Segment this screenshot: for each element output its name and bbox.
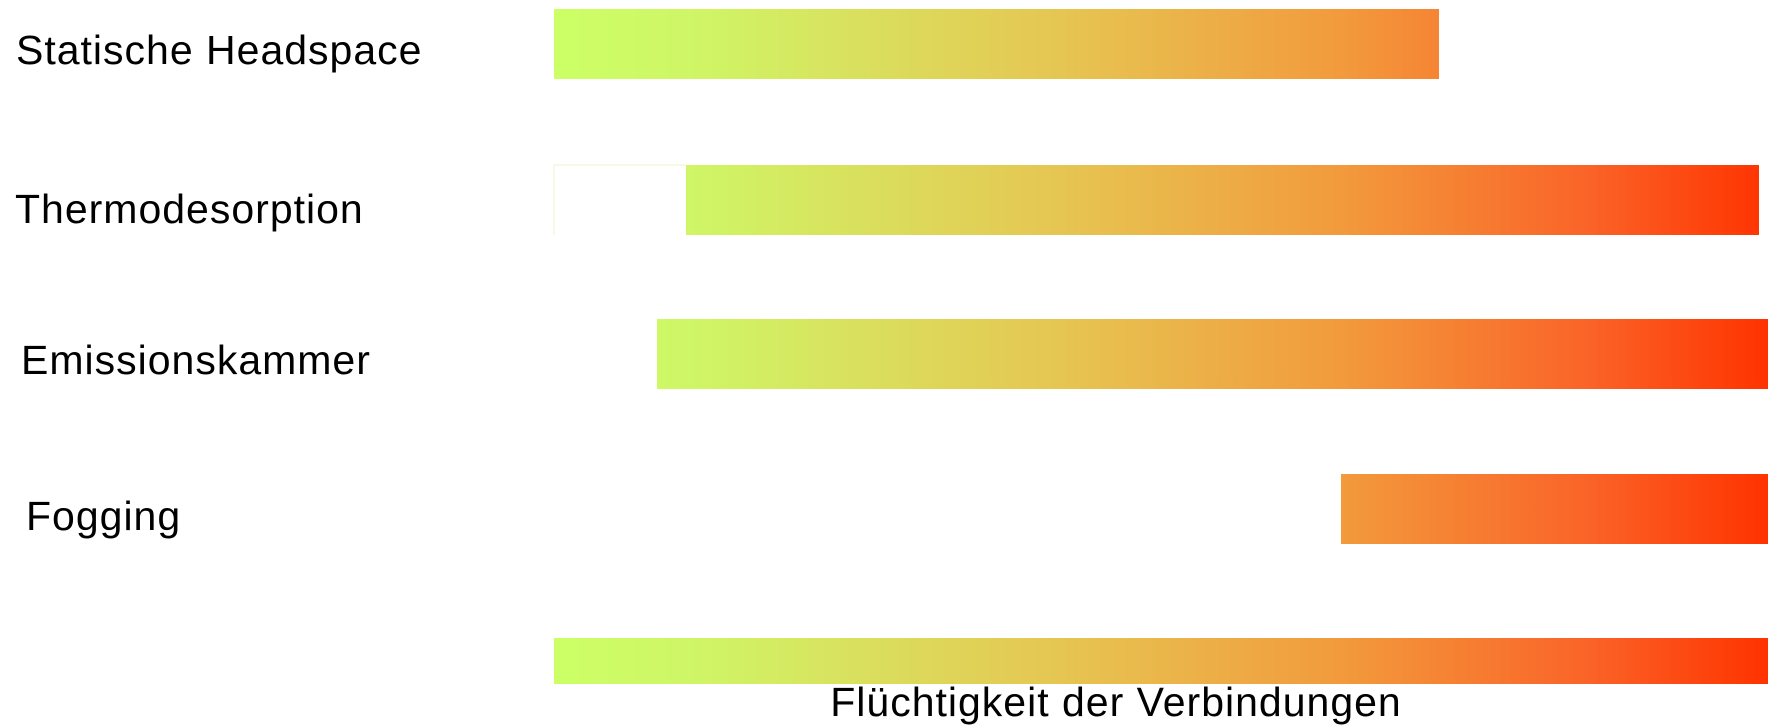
range-bar: [657, 319, 1768, 389]
method-label: Emissionskammer: [21, 337, 371, 383]
range-bar: [554, 9, 1439, 79]
method-label: Thermodesorption: [15, 186, 364, 232]
method-label: Fogging: [26, 493, 181, 539]
scale-bar: [554, 638, 1768, 684]
bar-outline: [553, 164, 686, 235]
range-bar: [686, 165, 1759, 235]
method-label: Statische Headspace: [16, 27, 422, 73]
range-bar: [1341, 474, 1768, 544]
axis-label: Flüchtigkeit der Verbindungen: [830, 679, 1401, 725]
